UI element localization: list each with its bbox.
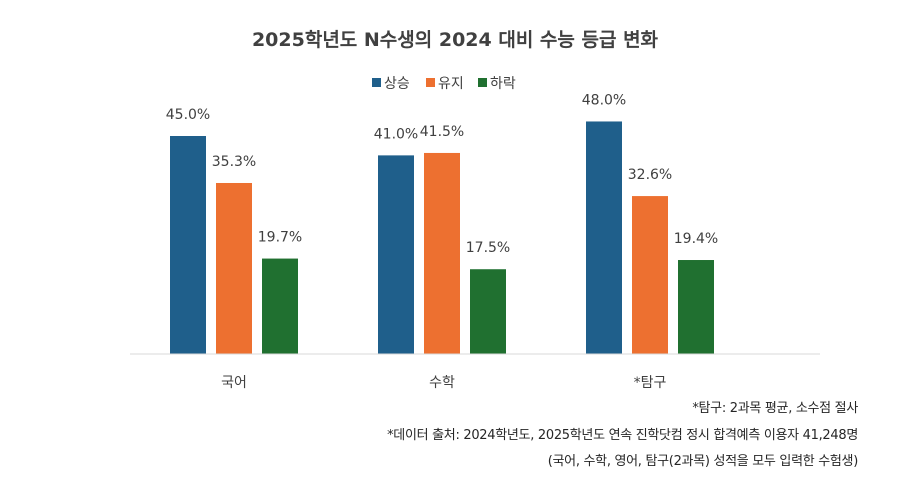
data-label-탐구-1: 32.6%: [628, 167, 672, 183]
legend-swatch-1: [426, 78, 435, 87]
category-label-2: *탐구: [634, 375, 667, 391]
footnote-tamgu: *탐구: 2과목 평균, 소수점 절사: [692, 401, 858, 416]
legend-swatch-2: [478, 78, 487, 87]
bar-국어-2: [262, 258, 298, 354]
data-label-수학-2: 17.5%: [466, 240, 510, 256]
bar-국어-0: [170, 136, 206, 354]
bar-탐구-1: [632, 196, 668, 354]
legend-swatch-0: [372, 78, 381, 87]
legend-label-1: 유지: [438, 76, 464, 92]
data-label-국어-2: 19.7%: [258, 230, 302, 246]
legend-label-0: 상승: [384, 76, 410, 92]
bar-수학-1: [424, 152, 460, 354]
footnote-source: *데이터 출처: 2024학년도, 2025학년도 연속 진학닷컴 정시 합격예…: [387, 428, 858, 443]
chart-title: 2025학년도 N수생의 2024 대비 수능 등급 변화: [252, 29, 659, 51]
bars: [170, 121, 714, 354]
data-label-국어-1: 35.3%: [212, 154, 256, 170]
bar-수학-2: [470, 269, 506, 354]
legend-label-2: 하락: [490, 76, 516, 92]
legend: 상승 유지 하락: [372, 76, 516, 92]
data-label-탐구-2: 19.4%: [674, 231, 718, 247]
data-labels: 45.0% 35.3% 19.7% 41.0% 41.5% 17.5% 48.0% 32.6%…: [166, 92, 718, 256]
data-label-탐구-0: 48.0%: [582, 92, 626, 108]
bar-국어-1: [216, 182, 252, 354]
bar-수학-0: [378, 155, 414, 354]
category-label-1: 수학: [429, 375, 455, 391]
category-labels: 국어 수학 *탐구: [221, 375, 666, 391]
data-label-수학-0: 41.0%: [374, 126, 418, 142]
bar-탐구-0: [586, 121, 622, 354]
data-label-국어-0: 45.0%: [166, 107, 210, 123]
category-label-0: 국어: [221, 375, 247, 391]
footnote-note: (국어, 수학, 영어, 탐구(2과목) 성적을 모두 입력한 수험생): [547, 454, 859, 469]
data-label-수학-1: 41.5%: [420, 124, 464, 140]
bar-탐구-2: [678, 260, 714, 354]
